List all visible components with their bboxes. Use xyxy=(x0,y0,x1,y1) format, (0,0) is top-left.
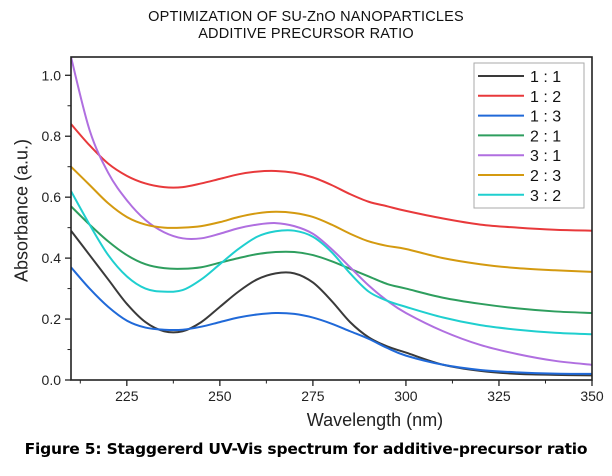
chart-title: OPTIMIZATION OF SU-ZnO NANOPARTICLES xyxy=(148,9,464,25)
series-line-2-3 xyxy=(71,165,592,273)
x-tick-label: 300 xyxy=(394,388,418,404)
legend-label: 2 : 1 xyxy=(530,128,561,145)
legend-label: 3 : 2 xyxy=(530,188,561,205)
series-line-1-3 xyxy=(71,266,592,375)
legend-label: 3 : 1 xyxy=(530,148,561,165)
y-tick-label: 0.6 xyxy=(42,189,62,205)
legend-label: 1 : 2 xyxy=(530,89,561,106)
x-tick-label: 250 xyxy=(208,388,232,404)
x-axis-label: Wavelength (nm) xyxy=(306,410,444,430)
series-line-3-1 xyxy=(71,57,592,366)
series-line-1-2 xyxy=(71,123,592,232)
plot-frame xyxy=(70,56,593,381)
y-axis-label: Absorbance (a.u.) xyxy=(11,138,32,283)
axes-layer: 225 250 275 300 325 350 0.0 0.2 0.4 0.6 0.8 1.0 xyxy=(42,67,604,404)
chart-subtitle: ADDITIVE PRECURSOR RATIO xyxy=(198,26,414,42)
legend-label: 1 : 3 xyxy=(530,109,561,126)
y-tick-label: 0.4 xyxy=(42,250,62,266)
legend-label: 1 : 1 xyxy=(530,69,561,86)
x-tick-label: 325 xyxy=(487,388,511,404)
series-line-3-2 xyxy=(71,190,592,336)
y-tick-label: 0.0 xyxy=(42,372,62,388)
x-tick-label: 350 xyxy=(580,388,604,404)
y-tick-label: 0.8 xyxy=(42,128,62,144)
x-tick-label: 225 xyxy=(115,388,139,404)
series-line-2-1 xyxy=(71,205,592,314)
y-tick-label: 0.2 xyxy=(42,311,62,327)
figure-caption: Figure 5: Staggererd UV-Vis spectrum for… xyxy=(24,440,588,458)
x-tick-label: 275 xyxy=(301,388,325,404)
series-layer xyxy=(71,57,592,377)
legend-label: 2 : 3 xyxy=(530,168,561,185)
y-tick-label: 1.0 xyxy=(42,67,62,83)
legend: 1 : 1 1 : 2 1 : 3 2 : 1 3 : 1 2 : 3 3 : 2 xyxy=(473,62,585,209)
